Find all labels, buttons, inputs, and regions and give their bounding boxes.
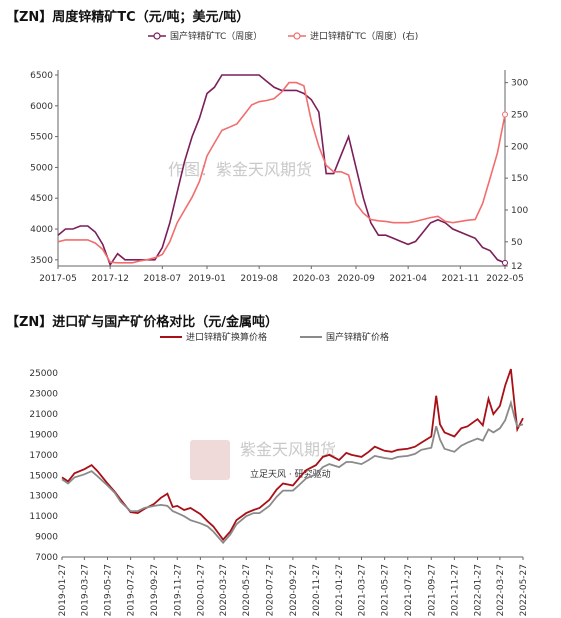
watermark-seal-icon: [190, 440, 230, 480]
x-tick-label: 2020-01-27: [196, 564, 206, 616]
y-tick-label-left: 4000: [30, 225, 53, 235]
watermark-subtext: 立足天风 · 研究驱动: [250, 468, 331, 480]
y-tick-label-right: 50: [511, 238, 523, 248]
x-tick-label: 2022-01-27: [474, 564, 484, 616]
x-tick-label: 2021-09-27: [427, 564, 437, 616]
x-tick-label: 2019-03-27: [80, 564, 90, 616]
x-tick-label: 2022-03-27: [496, 564, 506, 616]
tc-chart-panel: 【ZN】周度锌精矿TC（元/吨；美元/吨） 3500 4000 4500 5000 55…: [0, 0, 561, 295]
x-tick-label: 2021-03-27: [357, 564, 367, 616]
x-tick-label: 2019-07-27: [127, 564, 137, 616]
y-tick-label: 19000: [29, 430, 58, 440]
x-tick-label: 2020-03: [292, 274, 330, 284]
series-line-1: [61, 399, 524, 545]
x-tick-label: 2019-11-27: [173, 564, 183, 616]
x-tick-label: 2020-03-27: [219, 564, 229, 616]
x-tick-label: 2017-12: [91, 274, 129, 284]
series-line-1: [57, 81, 506, 264]
y-tick-label: 25000: [29, 369, 58, 379]
x-tick-label: 2022-05-27: [519, 564, 529, 616]
x-tick-label: 2021-07-27: [404, 564, 414, 616]
y-tick-label-right: 300: [511, 79, 528, 89]
y-tick-label: 21000: [29, 410, 58, 420]
x-tick-label: 2021-11-27: [450, 564, 460, 616]
price-chart-panel: 【ZN】进口矿与国产矿价格对比（元/金属吨） 7000 9000 11000 1300…: [0, 305, 561, 618]
series-line-0: [61, 368, 524, 542]
series-end-point-0: [502, 259, 508, 266]
legend-label: 进口锌精矿TC（周度）(右): [310, 30, 418, 42]
legend-item: 国产锌精矿价格: [300, 331, 389, 343]
watermark-text: 作图：紫金天风期货: [168, 160, 312, 179]
y-tick-label: 17000: [29, 451, 58, 461]
legend-label: 国产锌精矿TC（周度）: [170, 30, 262, 42]
tc-chart: 3500 4000 4500 5000 5500 6000 6500 12 50 100 150 20…: [30, 30, 528, 284]
x-tick-label: 2021-04: [389, 274, 427, 284]
x-tick-label: 2021-01-27: [335, 564, 345, 616]
legend-item: 进口锌精矿换算价格: [160, 331, 267, 343]
y-tick-label-left: 4500: [30, 194, 53, 204]
y-tick-label-right: 100: [511, 206, 528, 216]
legend: 进口锌精矿换算价格 国产锌精矿价格: [160, 331, 389, 343]
legend-item: 进口锌精矿TC（周度）(右): [288, 30, 418, 42]
legend-swatch-marker: [153, 32, 161, 40]
y-tick-label-left: 5500: [30, 133, 53, 143]
x-tick-label: 2020-05-27: [242, 564, 252, 616]
legend-swatch-marker: [293, 32, 301, 40]
legend: 国产锌精矿TC（周度） 进口锌精矿TC（周度）(右): [148, 30, 418, 42]
y-tick-label-left: 5000: [30, 163, 53, 173]
x-tick-label: 2019-08: [240, 274, 278, 284]
y-tick-label-right: 250: [511, 110, 528, 120]
y-tick-label: 9000: [35, 533, 58, 543]
price-chart-title: 【ZN】进口矿与国产矿价格对比（元/金属吨）: [6, 315, 279, 330]
x-tick-label: 2019-09-27: [150, 564, 160, 616]
tc-chart-title: 【ZN】周度锌精矿TC（元/吨；美元/吨）: [6, 10, 250, 25]
legend-label: 国产锌精矿价格: [326, 331, 389, 343]
x-tick-label: 2019-05-27: [103, 564, 113, 616]
x-tick-label: 2019-01: [188, 274, 226, 284]
x-tick-label: 2020-07-27: [265, 564, 275, 616]
legend-item: 国产锌精矿TC（周度）: [148, 30, 262, 42]
y-tick-label: 23000: [29, 390, 58, 400]
x-tick-label: 2022-05: [486, 274, 524, 284]
y-tick-label-right: 150: [511, 174, 528, 184]
x-tick-label: 2017-05: [39, 274, 77, 284]
x-tick-label: 2020-11-27: [312, 564, 322, 616]
x-tick-label: 2020-09: [337, 274, 375, 284]
price-chart: 7000 9000 11000 13000 15000 17000 19000 21000 23…: [29, 331, 529, 616]
y-tick-label: 11000: [29, 512, 58, 522]
series-end-point-1: [502, 111, 508, 118]
series-line-0: [57, 74, 506, 267]
y-tick-label-left: 6000: [30, 102, 53, 112]
y-tick-label-right: 200: [511, 142, 528, 152]
y-tick-label: 7000: [35, 553, 58, 563]
legend-label: 进口锌精矿换算价格: [186, 331, 267, 343]
x-tick-label: 2021-11: [441, 274, 479, 284]
y-tick-label: 15000: [29, 471, 58, 481]
y-tick-label-right: 12: [511, 262, 522, 272]
x-tick-label: 2019-01-27: [58, 564, 68, 616]
x-tick-label: 2021-05-27: [381, 564, 391, 616]
y-tick-label: 13000: [29, 492, 58, 502]
y-tick-label-left: 3500: [30, 256, 53, 266]
watermark-text: 紫金天风期货: [240, 440, 336, 459]
y-tick-label-left: 6500: [30, 71, 53, 81]
x-tick-label: 2020-09-27: [289, 564, 299, 616]
x-tick-label: 2018-07: [143, 274, 181, 284]
